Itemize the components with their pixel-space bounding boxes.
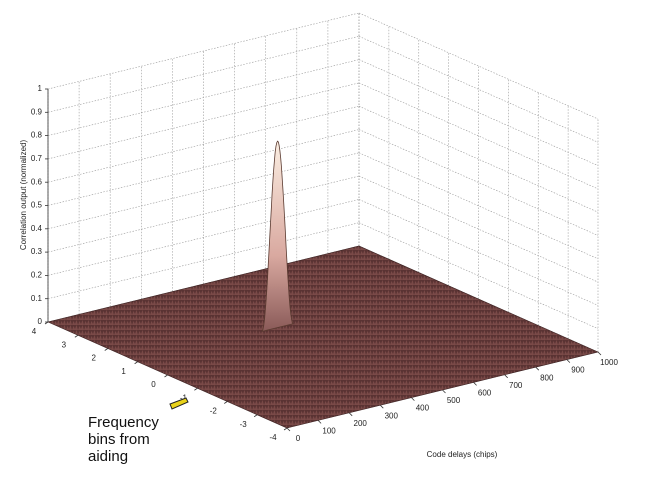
z-tick-label: 0.3 <box>31 247 43 256</box>
y-tick-label: -2 <box>210 407 218 416</box>
z-tick-label: 0.9 <box>31 107 43 116</box>
z-tick-label: 0.7 <box>31 154 43 163</box>
y-tick <box>104 348 108 351</box>
y-tick <box>164 374 168 378</box>
y-tick <box>74 334 79 338</box>
x-tick <box>286 427 291 432</box>
x-tick-label: 800 <box>540 373 554 382</box>
z-tick-label: 0.4 <box>31 224 43 233</box>
x-tick-label: 1000 <box>600 358 618 367</box>
y-tick-label: 1 <box>121 367 126 376</box>
surface-floor <box>47 245 599 429</box>
y-tick-label: 2 <box>92 354 97 363</box>
y-tick-label: 4 <box>32 327 37 336</box>
z-tick-label: 0.1 <box>31 294 43 303</box>
x-tick-label: 100 <box>322 427 336 436</box>
grid-line <box>47 105 360 183</box>
correlation-peak <box>261 140 294 333</box>
x-tick <box>380 404 384 409</box>
y-tick <box>253 414 258 418</box>
x-tick <box>597 351 602 356</box>
x-tick <box>566 359 571 363</box>
grid-line <box>47 199 360 276</box>
grid-line <box>47 222 360 299</box>
x-tick-label: 400 <box>416 404 430 413</box>
y-tick-label: -1 <box>180 393 188 402</box>
grid-line <box>47 36 360 113</box>
z-tick-label: 0.2 <box>31 271 43 280</box>
grid-line <box>358 36 599 143</box>
annotation: Frequency bins from aiding <box>88 414 159 465</box>
x-tick <box>504 374 508 379</box>
y-tick-label: 0 <box>151 380 156 389</box>
y-tick <box>134 361 138 365</box>
grid-line <box>47 12 360 90</box>
x-tick-label: 0 <box>296 434 301 443</box>
z-axis-label: Correlation output (normalized) <box>19 140 28 251</box>
y-tick <box>283 427 288 431</box>
x-tick-label: 500 <box>447 396 461 405</box>
y-tick <box>224 401 228 404</box>
y-tick <box>194 387 198 391</box>
x-axis-label: Code delays (chips) <box>427 450 498 459</box>
grid-line <box>47 129 360 206</box>
z-tick-label: 0 <box>38 317 43 326</box>
x-tick-label: 600 <box>478 389 492 398</box>
x-tick <box>535 366 540 371</box>
x-tick-label: 700 <box>509 381 523 390</box>
x-tick <box>473 382 477 386</box>
y-tick-label: 3 <box>62 340 67 349</box>
x-tick-label: 900 <box>571 366 585 375</box>
y-tick <box>44 321 49 325</box>
marker-arrow <box>169 397 189 410</box>
z-tick-label: 1 <box>38 84 43 93</box>
x-tick <box>442 389 446 394</box>
x-tick <box>411 397 415 401</box>
z-tick-label: 0.5 <box>31 201 43 210</box>
x-tick-label: 200 <box>354 419 368 428</box>
y-tick-label: -3 <box>240 420 248 429</box>
z-tick-label: 0.8 <box>31 131 43 140</box>
x-tick <box>348 412 353 417</box>
x-tick-label: 300 <box>385 411 399 420</box>
x-tick <box>317 420 322 424</box>
z-tick-label: 0.6 <box>31 177 43 186</box>
y-tick-label: -4 <box>269 433 277 442</box>
